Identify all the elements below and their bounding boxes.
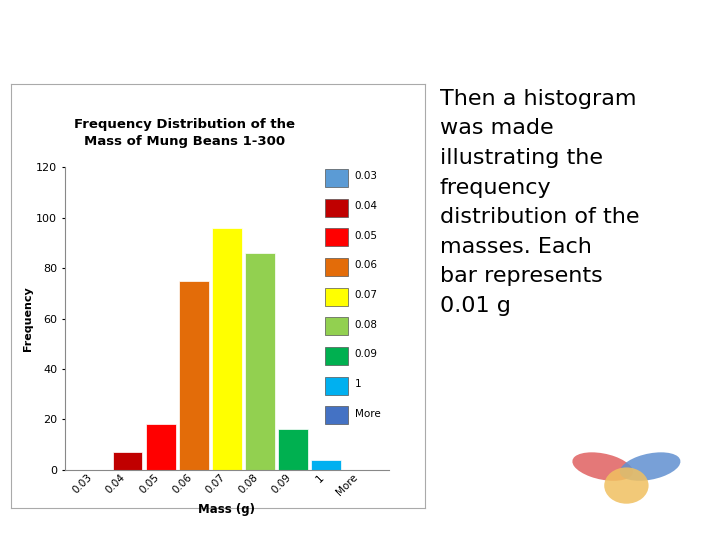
Y-axis label: Frequency: Frequency — [23, 286, 33, 351]
Bar — [278, 429, 308, 470]
Bar — [145, 424, 176, 470]
Ellipse shape — [620, 453, 680, 481]
Bar — [212, 228, 242, 470]
FancyBboxPatch shape — [325, 347, 348, 365]
FancyBboxPatch shape — [325, 199, 348, 217]
FancyBboxPatch shape — [325, 406, 348, 424]
Text: 0.05: 0.05 — [355, 231, 378, 241]
FancyBboxPatch shape — [325, 228, 348, 246]
FancyBboxPatch shape — [325, 317, 348, 335]
FancyBboxPatch shape — [325, 376, 348, 395]
Ellipse shape — [604, 468, 649, 504]
Bar — [112, 452, 143, 470]
Text: 1: 1 — [355, 379, 361, 389]
FancyBboxPatch shape — [325, 288, 348, 306]
X-axis label: Mass (g): Mass (g) — [198, 503, 256, 516]
Text: 0.04: 0.04 — [355, 201, 378, 211]
Text: 0.09: 0.09 — [355, 349, 378, 359]
Text: 0.03: 0.03 — [355, 172, 378, 181]
Text: More: More — [355, 409, 380, 419]
Text: 0.06: 0.06 — [355, 260, 378, 271]
Text: Frequency Distribution of the
Mass of Mung Beans 1-300: Frequency Distribution of the Mass of Mu… — [74, 118, 295, 147]
Bar — [311, 460, 341, 470]
Ellipse shape — [572, 453, 633, 481]
Text: 0.07: 0.07 — [355, 290, 378, 300]
FancyBboxPatch shape — [325, 258, 348, 276]
Bar — [179, 281, 209, 470]
Text: Creating a Histogram: Creating a Histogram — [226, 29, 494, 49]
FancyBboxPatch shape — [325, 169, 348, 187]
Bar — [245, 253, 275, 470]
Text: 0.08: 0.08 — [355, 320, 378, 329]
Text: 14: 14 — [681, 519, 698, 533]
Text: Then a histogram
was made
illustrating the
frequency
distribution of the
masses.: Then a histogram was made illustrating t… — [440, 89, 639, 316]
